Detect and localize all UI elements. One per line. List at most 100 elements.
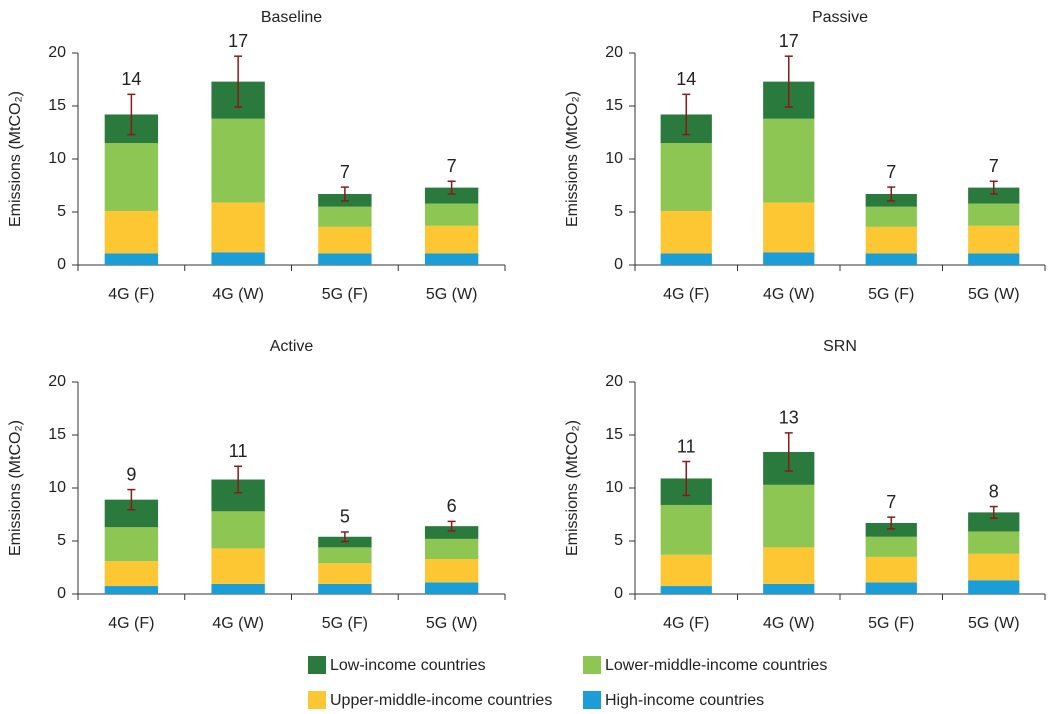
x-tick-label: 4G (W) xyxy=(763,286,815,303)
total-label: 7 xyxy=(989,156,999,176)
error-bar xyxy=(784,432,793,472)
bar-segment xyxy=(318,253,372,265)
y-tick-label: 20 xyxy=(605,44,623,61)
bar-segment xyxy=(211,202,265,253)
y-tick-label: 0 xyxy=(57,585,66,602)
error-bar xyxy=(234,55,243,108)
chart-title: Baseline xyxy=(261,9,322,26)
x-tick-label: 4G (F) xyxy=(108,286,154,303)
y-tick-label: 5 xyxy=(57,203,66,220)
x-tick-label: 4G (W) xyxy=(212,615,264,632)
bar-segment xyxy=(865,253,917,265)
y-tick-label: 0 xyxy=(57,256,66,273)
bar-segment xyxy=(763,202,815,253)
x-tick-label: 5G (W) xyxy=(426,286,478,303)
y-tick-label: 5 xyxy=(614,203,623,220)
bar-segment xyxy=(763,547,815,584)
x-tick-label: 4G (W) xyxy=(763,615,815,632)
bar-segment xyxy=(865,582,917,594)
bar-segment xyxy=(211,118,265,203)
y-tick-label: 5 xyxy=(614,532,623,549)
total-label: 14 xyxy=(676,69,696,89)
bar-segment xyxy=(660,253,712,265)
total-label: 11 xyxy=(229,441,248,461)
total-label: 6 xyxy=(447,496,457,516)
error-bar xyxy=(887,186,896,202)
error-bar xyxy=(682,460,691,497)
y-tick-label: 10 xyxy=(605,150,623,167)
bar-segment xyxy=(211,511,265,549)
x-tick-label: 5G (F) xyxy=(322,286,368,303)
bar-segment xyxy=(763,583,815,594)
bar-segment xyxy=(104,253,159,265)
y-tick-label: 15 xyxy=(48,97,66,114)
legend-swatch xyxy=(583,691,601,709)
legend-label: Lower-middle-income countries xyxy=(605,657,827,674)
bar-segment xyxy=(660,210,712,254)
bar-segment xyxy=(104,561,159,587)
bar-segment xyxy=(318,563,372,584)
bar-segment xyxy=(660,143,712,211)
total-label: 7 xyxy=(340,162,350,182)
y-tick-label: 20 xyxy=(605,373,623,390)
bar-segment xyxy=(865,226,917,254)
bar-segment xyxy=(968,253,1020,265)
chart-title: SRN xyxy=(823,338,857,355)
bar-segment xyxy=(865,556,917,583)
total-label: 14 xyxy=(121,69,141,89)
y-tick-label: 0 xyxy=(614,256,623,273)
bar-segment xyxy=(968,553,1020,581)
error-bar xyxy=(887,516,896,530)
bar-segment xyxy=(763,252,815,265)
bar-segment xyxy=(763,118,815,203)
x-tick-label: 5G (F) xyxy=(322,615,368,632)
y-tick-label: 10 xyxy=(48,479,66,496)
x-tick-label: 5G (W) xyxy=(968,286,1020,303)
x-tick-label: 4G (F) xyxy=(663,615,709,632)
y-axis-label: Emissions (MtCO₂) xyxy=(564,91,581,227)
legend-swatch xyxy=(308,656,326,674)
y-axis-label: Emissions (MtCO₂) xyxy=(7,91,24,227)
error-bar xyxy=(447,180,456,195)
bar-segment xyxy=(104,527,159,562)
bar-segment xyxy=(318,226,372,254)
total-label: 7 xyxy=(886,162,896,182)
error-bar xyxy=(447,520,456,532)
error-bar xyxy=(340,531,349,543)
total-label: 8 xyxy=(989,481,999,501)
bar-segment xyxy=(104,210,159,254)
y-axis-label: Emissions (MtCO₂) xyxy=(7,420,24,556)
bar-segment xyxy=(968,580,1020,594)
bar-segment xyxy=(660,586,712,594)
x-tick-label: 5G (W) xyxy=(968,615,1020,632)
legend-swatch xyxy=(308,691,326,709)
bar-segment xyxy=(318,206,372,227)
y-tick-label: 15 xyxy=(48,426,66,443)
y-tick-label: 10 xyxy=(48,150,66,167)
total-label: 7 xyxy=(447,156,457,176)
y-tick-label: 15 xyxy=(605,426,623,443)
legend-label: Low-income countries xyxy=(330,657,486,674)
x-tick-label: 4G (F) xyxy=(108,615,154,632)
total-label: 17 xyxy=(228,31,248,51)
x-tick-label: 5G (F) xyxy=(868,615,914,632)
y-tick-label: 20 xyxy=(48,373,66,390)
bar-segment xyxy=(424,526,479,539)
x-tick-label: 4G (F) xyxy=(663,286,709,303)
bar-segment xyxy=(104,586,159,594)
legend-label: High-income countries xyxy=(605,692,764,709)
error-bar xyxy=(127,93,136,136)
bar-segment xyxy=(424,582,479,594)
y-tick-label: 0 xyxy=(614,585,623,602)
bar-segment xyxy=(211,583,265,594)
error-bar xyxy=(989,505,998,519)
y-tick-label: 20 xyxy=(48,44,66,61)
bar-segment xyxy=(968,531,1020,554)
x-tick-label: 5G (W) xyxy=(426,615,478,632)
bar-segment xyxy=(424,253,479,265)
bar-segment xyxy=(660,504,712,555)
total-label: 7 xyxy=(886,492,896,512)
bar-segment xyxy=(865,522,917,537)
chart-title: Passive xyxy=(812,9,868,26)
